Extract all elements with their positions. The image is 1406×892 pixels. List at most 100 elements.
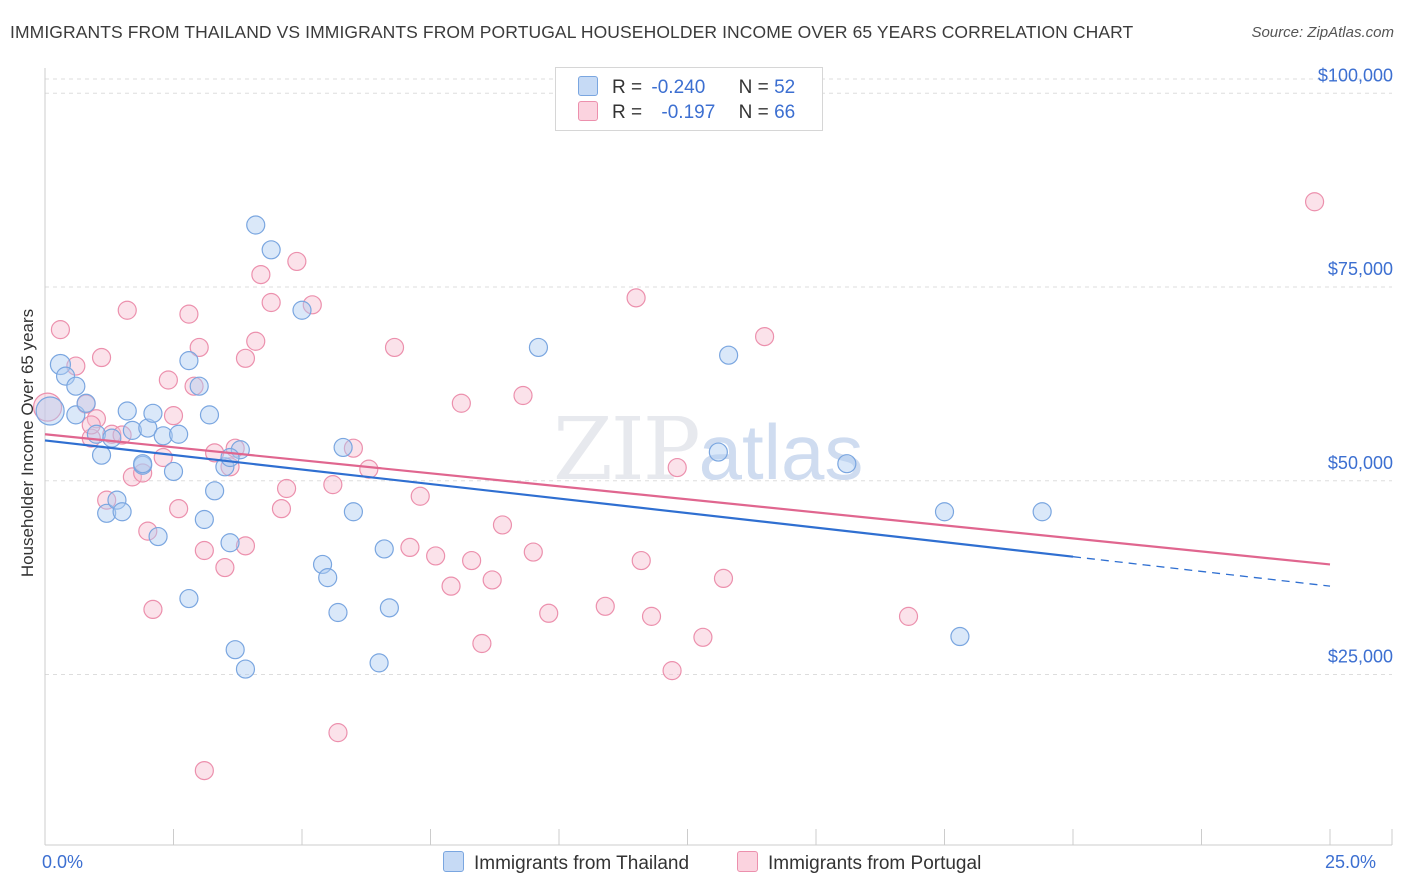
y-tick-label: $25,000 (1328, 647, 1393, 667)
point-portugal (693, 627, 713, 647)
y-tick-labels: $25,000 $50,000 $75,000 $100,000 (1318, 65, 1393, 666)
point-thailand (189, 376, 209, 396)
legend-n-label: N = (738, 77, 769, 98)
point-portugal (343, 438, 363, 458)
point-portugal (66, 356, 86, 376)
point-thailand (292, 300, 312, 320)
correlation-legend: R = -0.240 N = 52 R = -0.197 N = 66 (555, 67, 823, 131)
point-portugal (426, 546, 446, 566)
point-thailand (261, 240, 281, 260)
y-tick-label: $50,000 (1328, 453, 1393, 473)
trend-lines (44, 433, 1331, 587)
point-thailand (950, 626, 970, 647)
point-thailand (66, 376, 86, 396)
point-thailand (205, 481, 225, 501)
x-tick-label-max: 25.0% (1325, 852, 1377, 872)
point-thailand (220, 533, 240, 553)
point-thailand (112, 502, 132, 522)
legend-n-value-thailand: 52 (774, 77, 796, 98)
point-portugal (287, 251, 307, 272)
point-portugal (271, 499, 292, 519)
legend-row-portugal: R = -0.197 N = 66 (578, 101, 795, 125)
point-thailand (343, 502, 363, 522)
point-thailand (179, 588, 199, 609)
point-portugal (158, 370, 178, 390)
point-portugal (595, 596, 615, 616)
point-portugal (328, 723, 348, 743)
legend-swatch-thailand (578, 76, 598, 96)
point-portugal (261, 292, 281, 313)
point-thailand (328, 602, 348, 623)
point-thailand (153, 426, 173, 446)
point-portugal (50, 320, 71, 340)
point-portugal (631, 550, 651, 571)
point-portugal (323, 475, 343, 495)
point-portugal (898, 606, 919, 626)
point-thailand (194, 509, 214, 530)
point-portugal (482, 570, 502, 590)
point-thailand (179, 351, 199, 371)
bottom-legend-thailand: Immigrants from Thailand (443, 851, 689, 875)
point-portugal (215, 557, 235, 578)
y-axis-label: Householder Income Over 65 years (18, 308, 37, 578)
point-thailand (379, 598, 399, 618)
point-thailand (163, 461, 184, 482)
y-tick-label: $100,000 (1318, 65, 1393, 85)
point-thailand (1032, 502, 1052, 522)
point-thailand (107, 490, 127, 510)
point-thailand (220, 447, 240, 468)
point-thailand (374, 539, 394, 559)
point-portugal (235, 536, 256, 556)
point-portugal (86, 409, 107, 429)
point-portugal (143, 599, 163, 620)
trend-line-portugal (44, 433, 1331, 566)
point-portugal (97, 490, 117, 510)
point-thailand (318, 568, 338, 588)
point-thailand (333, 437, 353, 458)
point-portugal (441, 576, 461, 596)
point-thailand (934, 502, 955, 522)
bottom-legend-label-portugal: Immigrants from Portugal (768, 853, 982, 874)
point-portugal (91, 347, 112, 368)
point-portugal (492, 515, 513, 535)
point-thailand (133, 454, 153, 474)
legend-r-value-portugal: -0.197 (661, 102, 716, 123)
point-portugal (539, 603, 559, 623)
legend-swatch-portugal (578, 101, 598, 121)
point-thailand (246, 215, 266, 235)
point-portugal (662, 661, 682, 681)
point-thailand (102, 428, 122, 448)
point-portugal (276, 478, 297, 499)
point-portugal (1304, 192, 1325, 212)
point-portugal (194, 540, 214, 561)
source-credit: Source: ZipAtlas.com (1251, 24, 1394, 41)
point-portugal (410, 486, 430, 506)
point-thailand (138, 418, 158, 438)
watermark-atlas: atlas (698, 408, 864, 496)
point-thailand (117, 401, 137, 421)
point-portugal (235, 348, 256, 368)
point-thailand (225, 640, 245, 660)
watermark: ZIPatlas (553, 400, 863, 500)
legend-row-thailand: R = -0.240 N = 52 (578, 76, 795, 100)
point-portugal (184, 376, 204, 396)
point-thailand (837, 454, 857, 474)
legend-r-label: R = (612, 102, 643, 123)
legend-n-label: N = (738, 102, 769, 123)
point-portugal (194, 760, 214, 781)
series-portugal-points (32, 192, 1325, 781)
bottom-legend-swatch-thailand (443, 851, 464, 872)
point-portugal (169, 499, 189, 519)
point-thailand (76, 393, 96, 413)
point-portugal (472, 633, 492, 654)
point-thailand (235, 659, 256, 679)
point-thailand (169, 424, 189, 444)
point-portugal (117, 300, 137, 320)
point-thailand (708, 442, 728, 462)
bottom-legend: Immigrants from Thailand Immigrants from… (0, 851, 1406, 877)
point-thailand (369, 653, 389, 673)
point-portugal (451, 393, 471, 413)
point-portugal (523, 542, 543, 562)
point-portugal (713, 568, 734, 589)
